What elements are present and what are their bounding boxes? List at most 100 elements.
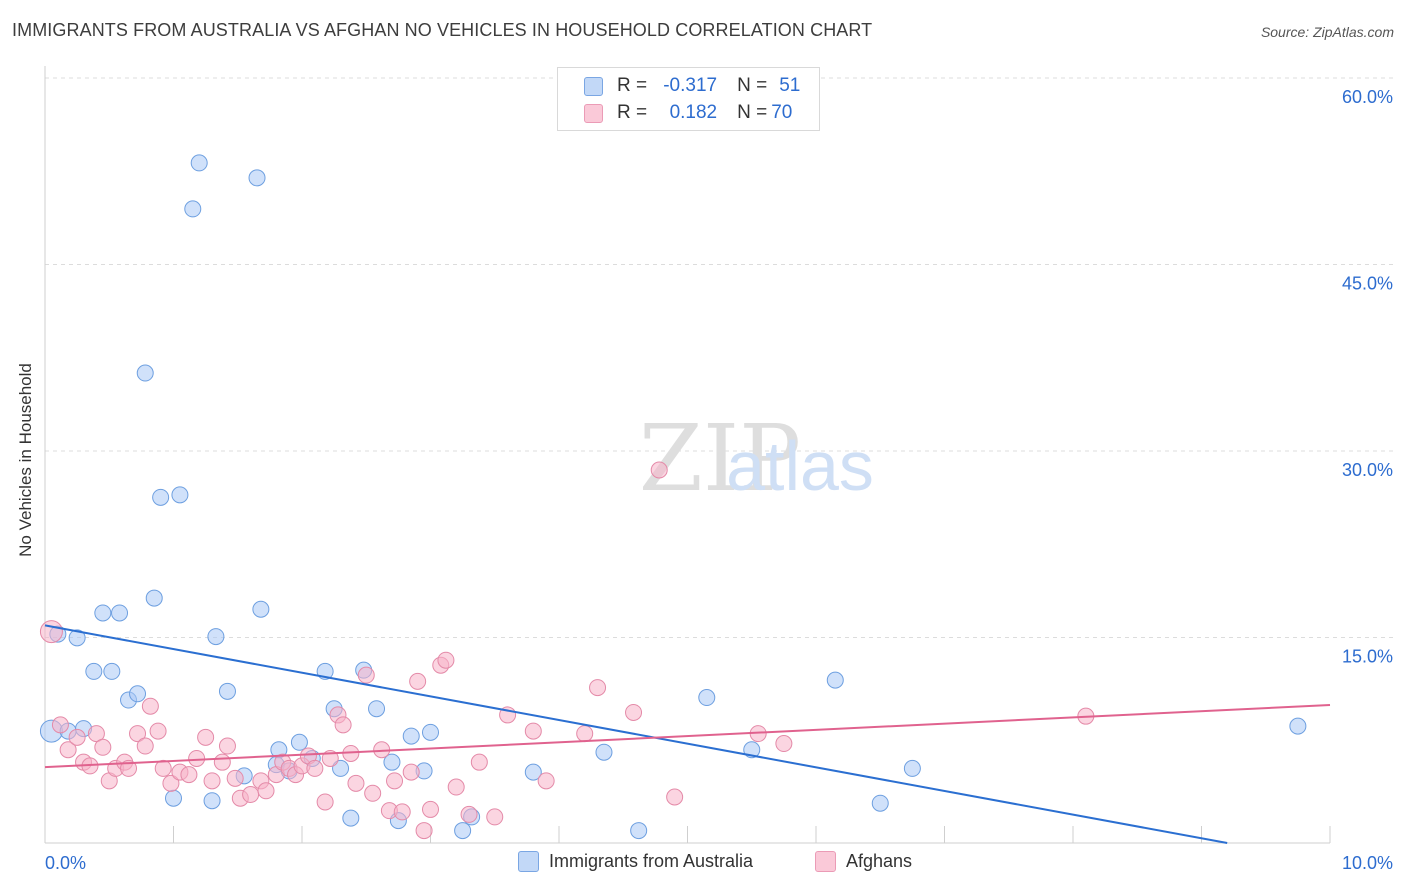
afghans-point	[39, 620, 63, 644]
data-points	[39, 154, 1307, 840]
y-tick-label: 60.0%	[1342, 87, 1393, 107]
afghans-point	[59, 741, 77, 759]
afghans-point	[162, 774, 180, 792]
afghans-point	[775, 735, 793, 753]
trend-lines	[44, 624, 1331, 844]
australia-point	[85, 662, 103, 680]
chart-title: IMMIGRANTS FROM AUSTRALIA VS AFGHAN NO V…	[12, 20, 873, 40]
afghans-point	[537, 772, 555, 790]
afghans-point	[242, 786, 260, 804]
tick-labels: 15.0% 30.0% 45.0% 60.0% 0.0% 10.0%	[45, 87, 1393, 873]
source-label: Source: ZipAtlas.com	[1260, 24, 1394, 40]
legend-r-value: -0.317	[663, 75, 718, 96]
afghans-point	[306, 759, 324, 777]
australia-point	[826, 671, 844, 689]
legend-swatch-afghans	[815, 851, 836, 872]
afghans-point	[188, 749, 206, 767]
correlation-legend: R = -0.317 N = 51 R = 0.182 N = 70	[557, 67, 820, 131]
afghans-point	[334, 716, 352, 734]
afghans-point	[409, 672, 427, 690]
afghans-point	[625, 703, 643, 721]
australia-point	[171, 486, 189, 504]
afghans-point	[87, 725, 105, 743]
afghans-point	[141, 697, 159, 715]
afghans-point	[51, 716, 69, 734]
legend-label-australia: Immigrants from Australia	[549, 851, 754, 871]
afghans-point	[650, 461, 668, 479]
afghans-point	[197, 728, 215, 746]
australia-point	[524, 763, 542, 781]
afghans-point	[68, 728, 86, 746]
y-tick-label: 45.0%	[1342, 274, 1393, 294]
axes	[44, 66, 1331, 844]
afghans-point	[347, 774, 365, 792]
legend-item-australia[interactable]: Immigrants from Australia	[518, 851, 753, 872]
afghans-point	[470, 753, 488, 771]
afghans-point	[576, 725, 594, 743]
afghans-point	[213, 753, 231, 771]
australia-point	[203, 792, 221, 810]
afghans-point	[154, 759, 172, 777]
australia-point	[871, 794, 889, 812]
australia-point	[422, 723, 439, 741]
australia-point	[248, 169, 266, 187]
afghans-point	[437, 651, 455, 669]
australia-point	[1289, 717, 1307, 735]
australia-point	[332, 759, 350, 777]
afghans-point	[149, 722, 167, 740]
afghans-point	[386, 772, 404, 790]
legend-row-afghans: R = 0.182 N = 70	[584, 100, 792, 126]
australia-point	[152, 488, 170, 506]
australia-point	[145, 589, 163, 607]
grid-lines	[45, 77, 1394, 638]
y-tick-label: 30.0%	[1342, 460, 1393, 480]
legend-r-label: R =	[617, 102, 648, 123]
x-tick-label: 10.0%	[1342, 853, 1393, 873]
afghans-point	[422, 800, 439, 818]
afghans-trend-line	[44, 703, 1331, 769]
afghans-point	[316, 793, 334, 811]
australia-point	[368, 700, 386, 718]
afghans-point	[203, 772, 221, 790]
australia-point	[68, 629, 86, 647]
australia-point	[252, 600, 270, 618]
australia-point	[103, 662, 121, 680]
legend-swatch-afghans	[584, 103, 603, 123]
afghans-point	[589, 679, 607, 697]
x-tick-label: 0.0%	[45, 853, 86, 873]
australia-point	[165, 789, 182, 807]
legend-n-label: N =	[737, 75, 768, 96]
australia-trend-line	[44, 624, 1228, 844]
legend-r-value: 0.182	[669, 102, 718, 123]
afghans-point	[120, 759, 138, 777]
afghans-point	[460, 805, 478, 823]
australia-point	[402, 727, 420, 745]
afghans-point	[524, 722, 542, 740]
watermark-zip: ZIP	[639, 405, 801, 512]
australia-point	[630, 822, 648, 840]
afghans-point	[218, 737, 236, 755]
afghans-point	[180, 766, 198, 784]
afghans-point	[666, 788, 684, 806]
afghans-point	[415, 822, 433, 840]
australia-point	[454, 822, 472, 840]
legend-n-value: 70	[771, 102, 793, 123]
australia-point	[190, 154, 208, 172]
legend-label-afghans: Afghans	[846, 851, 913, 871]
australia-point	[903, 759, 921, 777]
legend-row-australia: R = -0.317 N = 51	[584, 73, 800, 99]
series-legend: Immigrants from Australia Afghans	[0, 851, 1406, 879]
legend-item-afghans[interactable]: Afghans	[815, 851, 912, 872]
afghans-point	[393, 803, 411, 821]
legend-n-value: 51	[779, 75, 801, 96]
legend-swatch-australia	[518, 851, 539, 872]
afghans-point	[257, 782, 275, 800]
australia-point	[111, 604, 129, 622]
legend-n-label: N =	[737, 102, 768, 123]
australia-point	[129, 685, 147, 703]
australia-point	[698, 689, 716, 707]
afghans-point	[357, 666, 375, 684]
afghans-point	[136, 737, 154, 755]
legend-swatch-australia	[584, 76, 603, 96]
